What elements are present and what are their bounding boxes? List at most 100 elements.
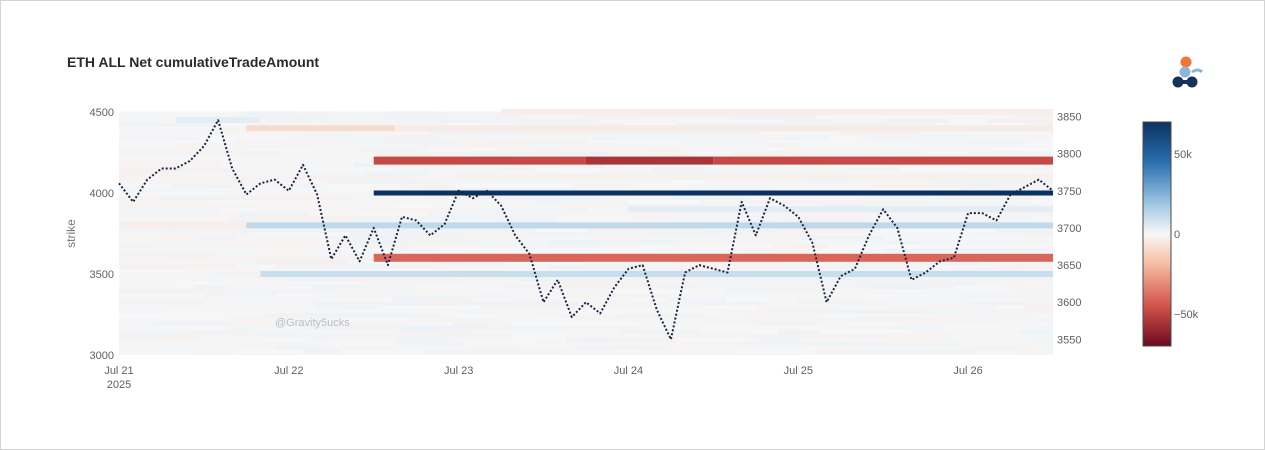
heatmap-cell <box>235 179 279 184</box>
heatmap-cell <box>207 199 327 204</box>
heatmap-cell <box>746 195 864 200</box>
heatmap-cell <box>666 345 739 350</box>
heatmap-cell <box>534 232 574 237</box>
heatmap-cell <box>119 212 236 217</box>
heatmap-cell <box>237 264 276 269</box>
heatmap-cell <box>814 349 860 354</box>
heatmap-cell <box>614 143 650 148</box>
heatmap-cell <box>253 232 350 237</box>
heatmap-cell <box>364 171 427 176</box>
heatmap-cell <box>737 199 784 204</box>
heatmap-cell <box>589 216 634 221</box>
heatmap-cell <box>1018 143 1053 148</box>
heatmap-cell <box>811 248 886 253</box>
heatmap-cell <box>608 285 651 290</box>
heatmap-cell <box>160 309 278 314</box>
heatmap-cell <box>920 345 964 350</box>
heatmap-cell <box>256 252 289 257</box>
heatmap-cell <box>206 147 249 152</box>
heatmap-cell <box>1042 317 1053 322</box>
heatmap-cell <box>483 135 593 140</box>
heatmap-cell <box>119 293 205 298</box>
heatmap-cell <box>204 187 294 192</box>
heatmap-cell <box>261 195 352 200</box>
heatmap-cell <box>680 139 765 144</box>
heatmap-cell <box>970 301 1028 306</box>
heatmap-cell <box>119 228 173 233</box>
heatmap-cell <box>862 135 967 140</box>
heatmap-cell <box>868 232 978 237</box>
heatmap-cell <box>330 191 402 196</box>
heatmap-cell <box>629 171 699 176</box>
heatmap-cell <box>119 183 173 188</box>
heatmap-cell <box>579 114 638 119</box>
heatmap-cell <box>630 305 705 310</box>
heatmap-cell <box>798 301 884 306</box>
heatmap-cell <box>394 204 438 209</box>
heatmap-cell <box>119 345 187 350</box>
heatmap-cell <box>176 143 228 148</box>
heatmap-cell <box>226 285 313 290</box>
heatmap-cell <box>534 199 628 204</box>
y-tick-label: 4500 <box>90 107 114 119</box>
heatmap-cell <box>759 313 819 318</box>
heatmap-cell <box>866 228 897 233</box>
heatmap-cell <box>816 114 921 119</box>
heatmap-cell <box>193 349 234 354</box>
heatmap-cell <box>294 123 327 128</box>
heatmap-cell <box>119 256 169 261</box>
heatmap-cell <box>913 139 1026 144</box>
heatmap-cell <box>119 204 202 209</box>
heatmap-cell <box>720 276 782 281</box>
heatmap-cell <box>245 228 327 233</box>
heatmap-cell <box>275 264 394 269</box>
heatmap-cell <box>661 321 709 326</box>
heatmap-cell <box>428 131 525 136</box>
heatmap-cell <box>746 232 818 237</box>
heatmap-cell <box>882 240 919 245</box>
heatmap-cell <box>535 167 599 172</box>
heatmap-cell <box>391 183 422 188</box>
heatmap-cell <box>777 216 892 221</box>
heatmap-cell <box>152 244 270 249</box>
heatmap-cell <box>924 285 956 290</box>
heatmap-cell <box>405 321 454 326</box>
heatmap-cell <box>119 167 234 172</box>
heatmap-cell <box>406 240 476 245</box>
heatmap-cell <box>189 329 251 334</box>
heatmap-cell <box>993 293 1053 298</box>
heatmap-cell <box>267 317 341 322</box>
heatmap-cell <box>447 114 523 119</box>
heatmap-cell <box>908 329 1021 334</box>
heatmap-cell <box>293 187 407 192</box>
heatmap-cell <box>635 204 694 209</box>
heatmap-cell <box>531 293 571 298</box>
heatmap-cell <box>119 301 205 306</box>
heatmap-cell <box>424 195 507 200</box>
heatmap-cell <box>119 199 208 204</box>
heatmap-cell <box>119 240 171 245</box>
heatmap-cell <box>522 114 580 119</box>
heatmap-cell <box>1033 216 1053 221</box>
heatmap-cell <box>398 329 436 334</box>
heatmap-cell <box>819 264 923 269</box>
heatmap-cell <box>1028 123 1053 128</box>
heatmap-cell <box>655 248 742 253</box>
heatmap-cell <box>441 199 535 204</box>
heatmap-cell <box>483 293 532 298</box>
heatmap-cell <box>978 216 1034 221</box>
heatmap-cell <box>232 114 331 119</box>
heatmap-cell <box>228 325 304 330</box>
heatmap-cell <box>609 151 689 156</box>
heatmap-cell <box>921 236 1027 241</box>
heatmap-cell <box>198 337 259 342</box>
heatmap-cell <box>758 337 800 342</box>
heatmap-cell <box>778 163 823 168</box>
heatmap-cell <box>773 244 829 249</box>
x-tick-label: Jul 22 <box>274 365 303 377</box>
heatmap-band <box>246 222 1053 229</box>
heatmap-cell <box>161 232 254 237</box>
heatmap-cell <box>314 321 406 326</box>
heatmap-cell <box>326 179 441 184</box>
